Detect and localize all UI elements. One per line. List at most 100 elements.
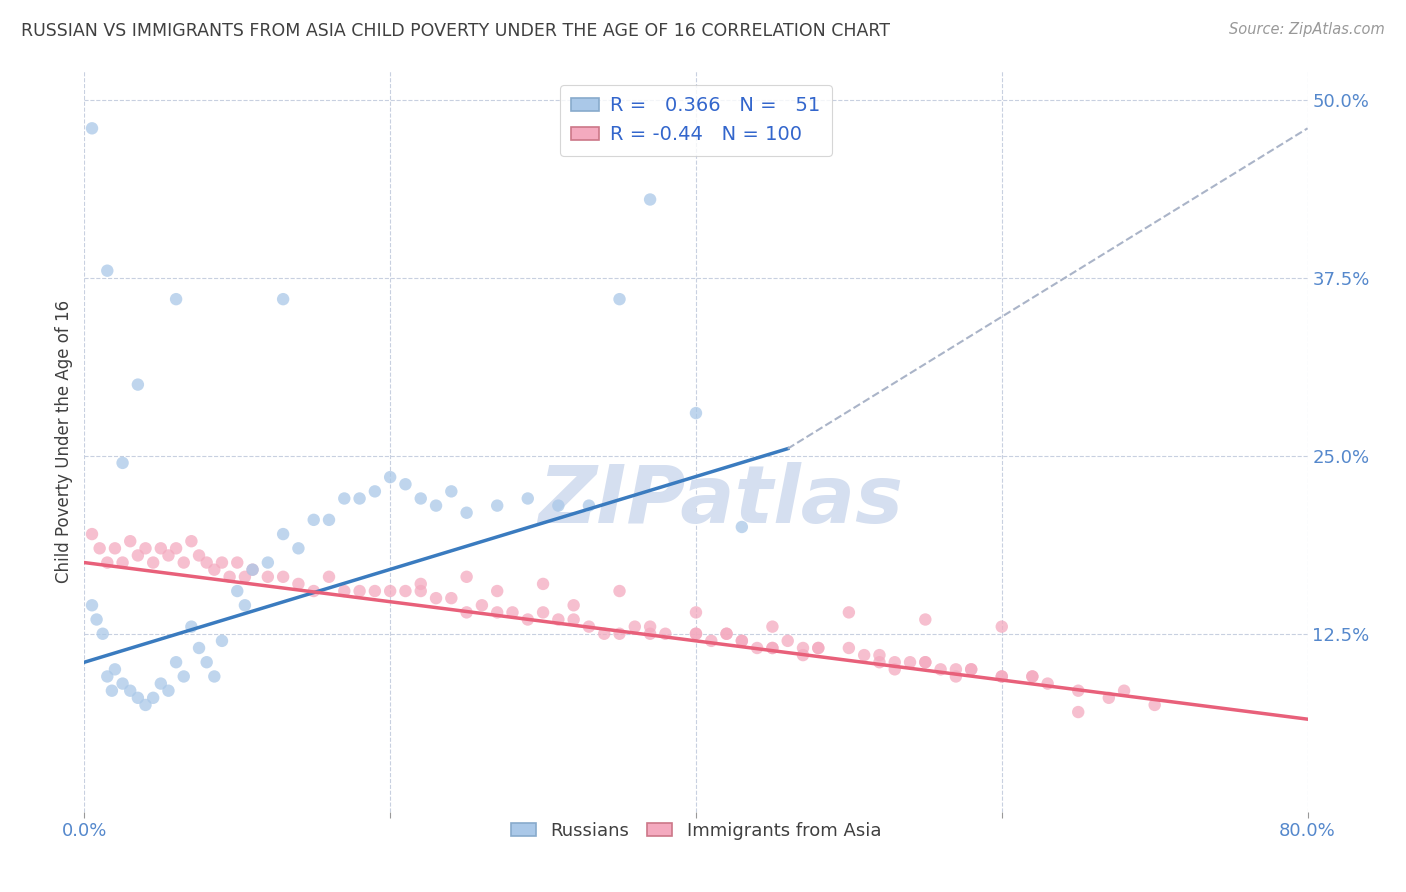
Point	[135, 698, 157, 712]
Point	[394, 477, 416, 491]
Point	[700, 633, 723, 648]
Point	[578, 619, 600, 633]
Point	[142, 556, 165, 570]
Point	[111, 556, 134, 570]
Point	[578, 499, 600, 513]
Point	[609, 584, 631, 599]
Point	[609, 626, 631, 640]
Point	[302, 513, 325, 527]
Point	[226, 556, 249, 570]
Point	[271, 527, 294, 541]
Point	[638, 626, 661, 640]
Point	[120, 683, 142, 698]
Point	[1067, 683, 1090, 698]
Point	[271, 570, 294, 584]
Point	[394, 584, 416, 599]
Point	[869, 655, 891, 669]
Point	[149, 676, 172, 690]
Point	[898, 655, 921, 669]
Point	[761, 640, 783, 655]
Point	[173, 669, 195, 683]
Point	[104, 541, 127, 556]
Point	[409, 577, 432, 591]
Point	[188, 549, 211, 563]
Point	[409, 584, 432, 599]
Point	[127, 690, 149, 705]
Point	[486, 606, 509, 620]
Point	[242, 563, 264, 577]
Point	[685, 626, 707, 640]
Point	[991, 669, 1014, 683]
Point	[96, 669, 118, 683]
Point	[456, 606, 478, 620]
Point	[547, 613, 569, 627]
Point	[716, 626, 738, 640]
Point	[1098, 690, 1121, 705]
Point	[638, 193, 661, 207]
Point	[883, 655, 905, 669]
Point	[440, 484, 463, 499]
Point	[531, 577, 554, 591]
Point	[516, 491, 538, 506]
Point	[731, 633, 754, 648]
Point	[202, 669, 225, 683]
Point	[135, 541, 157, 556]
Point	[195, 655, 218, 669]
Point	[111, 676, 134, 690]
Point	[242, 563, 264, 577]
Y-axis label: Child Poverty Under the Age of 16: Child Poverty Under the Age of 16	[55, 300, 73, 583]
Point	[120, 534, 142, 549]
Point	[89, 541, 111, 556]
Point	[333, 584, 356, 599]
Point	[945, 662, 967, 676]
Point	[211, 633, 233, 648]
Point	[180, 534, 202, 549]
Point	[127, 549, 149, 563]
Point	[409, 491, 432, 506]
Text: RUSSIAN VS IMMIGRANTS FROM ASIA CHILD POVERTY UNDER THE AGE OF 16 CORRELATION CH: RUSSIAN VS IMMIGRANTS FROM ASIA CHILD PO…	[21, 22, 890, 40]
Point	[257, 570, 280, 584]
Point	[792, 648, 814, 662]
Point	[685, 626, 707, 640]
Point	[180, 619, 202, 633]
Point	[991, 619, 1014, 633]
Point	[91, 626, 114, 640]
Point	[638, 619, 661, 633]
Point	[96, 263, 118, 277]
Point	[685, 606, 707, 620]
Point	[1143, 698, 1166, 712]
Point	[257, 556, 280, 570]
Point	[838, 640, 860, 655]
Point	[333, 491, 356, 506]
Point	[486, 499, 509, 513]
Point	[945, 669, 967, 683]
Point	[364, 484, 387, 499]
Point	[127, 377, 149, 392]
Point	[1021, 669, 1043, 683]
Point	[471, 599, 494, 613]
Point	[287, 577, 309, 591]
Point	[111, 456, 134, 470]
Point	[349, 584, 371, 599]
Point	[456, 506, 478, 520]
Point	[226, 584, 249, 599]
Point	[929, 662, 952, 676]
Point	[654, 626, 676, 640]
Point	[761, 619, 783, 633]
Point	[792, 640, 814, 655]
Point	[991, 669, 1014, 683]
Point	[271, 292, 294, 306]
Point	[425, 499, 447, 513]
Point	[96, 556, 118, 570]
Point	[960, 662, 983, 676]
Point	[562, 613, 585, 627]
Point	[202, 563, 225, 577]
Point	[624, 619, 647, 633]
Point	[838, 606, 860, 620]
Point	[731, 520, 754, 534]
Point	[914, 613, 936, 627]
Point	[731, 633, 754, 648]
Text: Source: ZipAtlas.com: Source: ZipAtlas.com	[1229, 22, 1385, 37]
Point	[188, 640, 211, 655]
Point	[593, 626, 616, 640]
